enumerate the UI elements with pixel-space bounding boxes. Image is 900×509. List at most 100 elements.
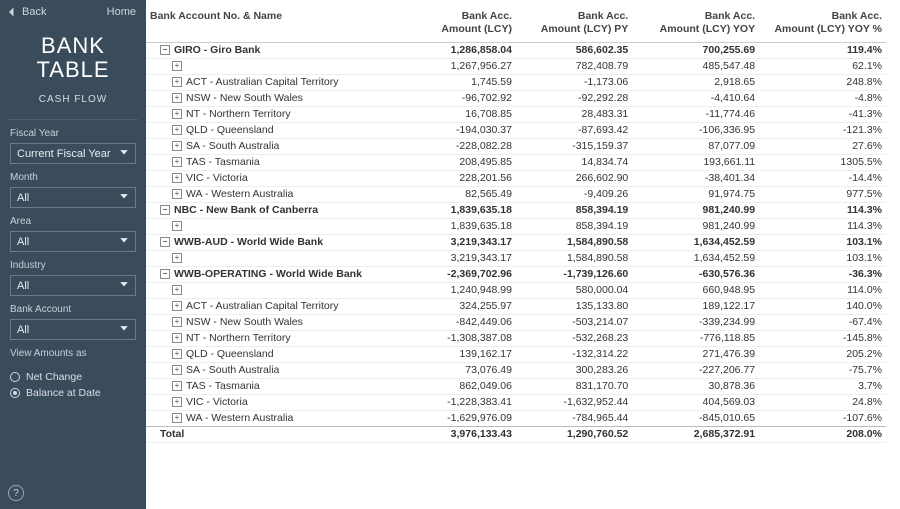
table-row: +WA - Western Australia-1,629,976.09-784… bbox=[146, 410, 886, 426]
row-name: NSW - New South Wales bbox=[186, 316, 303, 328]
help-button[interactable]: ? bbox=[8, 485, 24, 501]
back-button[interactable]: Back bbox=[6, 6, 46, 18]
cell: -11,774.46 bbox=[632, 106, 759, 122]
table-row: +ACT - Australian Capital Territory1,745… bbox=[146, 74, 886, 90]
row-name-cell: +ACT - Australian Capital Territory bbox=[146, 298, 400, 314]
view-radio-balance at date[interactable]: Balance at Date bbox=[10, 385, 136, 401]
filter-select-fiscal year[interactable]: Current Fiscal Year bbox=[10, 143, 136, 164]
cell: -4.8% bbox=[759, 90, 886, 106]
row-name-cell: + NSW - New South Wales bbox=[146, 314, 400, 330]
page-title: BANK TABLE bbox=[0, 22, 146, 84]
row-name: QLD - Queensland bbox=[186, 348, 274, 360]
expand-icon[interactable]: + bbox=[172, 61, 182, 71]
cell: 205.2% bbox=[759, 346, 886, 362]
cell: -1,228,383.41 bbox=[400, 394, 516, 410]
table-row: +3,219,343.171,584,890.581,634,452.59103… bbox=[146, 250, 886, 266]
cell: 28,483.31 bbox=[516, 106, 632, 122]
filter-select-industry[interactable]: All bbox=[10, 275, 136, 296]
col-header[interactable]: Bank Acc.Amount (LCY) YOY % bbox=[759, 8, 886, 42]
cell: 119.4% bbox=[759, 42, 886, 58]
row-name-cell: +ACT - Australian Capital Territory bbox=[146, 74, 400, 90]
collapse-icon[interactable]: − bbox=[160, 45, 170, 55]
col-header[interactable]: Bank Acc.Amount (LCY) YOY bbox=[632, 8, 759, 42]
expand-icon[interactable]: + bbox=[172, 93, 182, 103]
cell: -845,010.65 bbox=[632, 410, 759, 426]
expand-icon[interactable]: + bbox=[172, 413, 182, 423]
expand-icon[interactable]: + bbox=[172, 365, 182, 375]
cell: 782,408.79 bbox=[516, 58, 632, 74]
cell: 114.0% bbox=[759, 282, 886, 298]
cell: -9,409.26 bbox=[516, 186, 632, 202]
row-name-cell: + bbox=[146, 282, 400, 298]
filter-select-area[interactable]: All bbox=[10, 231, 136, 252]
row-name: WA - Western Australia bbox=[186, 188, 293, 200]
cell: 981,240.99 bbox=[632, 202, 759, 218]
table-row: +VIC - Victoria-1,228,383.41-1,632,952.4… bbox=[146, 394, 886, 410]
row-name: VIC - Victoria bbox=[186, 172, 248, 184]
chevron-down-icon bbox=[119, 279, 129, 292]
expand-icon[interactable]: + bbox=[172, 141, 182, 151]
cell: 1,240,948.99 bbox=[400, 282, 516, 298]
cell: 87,077.09 bbox=[632, 138, 759, 154]
expand-icon[interactable]: + bbox=[172, 189, 182, 199]
filter-value: All bbox=[17, 324, 29, 336]
expand-icon[interactable]: + bbox=[172, 301, 182, 311]
total-row: Total3,976,133.431,290,760.522,685,372.9… bbox=[146, 426, 886, 442]
row-name: WA - Western Australia bbox=[186, 412, 293, 424]
collapse-icon[interactable]: − bbox=[160, 237, 170, 247]
row-name-cell: + NSW - New South Wales bbox=[146, 90, 400, 106]
table-row: +NSW - New South Wales-96,702.92-92,292.… bbox=[146, 90, 886, 106]
table-row: + NT - Northern Territory 16,708.8528,483.… bbox=[146, 106, 886, 122]
table-row: +NT - Northern Territory-1,308,387.08-53… bbox=[146, 330, 886, 346]
col-header[interactable]: Bank Acc.Amount (LCY) PY bbox=[516, 8, 632, 42]
expand-icon[interactable]: + bbox=[172, 109, 182, 119]
expand-icon[interactable]: + bbox=[172, 333, 182, 343]
row-name-cell: +SA - South Australia bbox=[146, 138, 400, 154]
expand-icon[interactable]: + bbox=[172, 221, 182, 231]
bank-table: Bank Account No. & NameBank Acc.Amount (… bbox=[146, 8, 886, 443]
cell: -121.3% bbox=[759, 122, 886, 138]
row-name: VIC - Victoria bbox=[186, 396, 248, 408]
home-link[interactable]: Home bbox=[107, 6, 136, 18]
cell: -67.4% bbox=[759, 314, 886, 330]
back-label: Back bbox=[22, 6, 46, 18]
collapse-icon[interactable]: − bbox=[160, 269, 170, 279]
cell: 62.1% bbox=[759, 58, 886, 74]
row-name-cell: + VIC - Victoria bbox=[146, 170, 400, 186]
view-radio-net change[interactable]: Net Change bbox=[10, 369, 136, 385]
table-row: +1,839,635.18858,394.19981,240.99114.3% bbox=[146, 218, 886, 234]
cell: 16,708.85 bbox=[400, 106, 516, 122]
section-row: −NBC - New Bank of Canberra1,839,635.188… bbox=[146, 202, 886, 218]
row-name: TAS - Tasmania bbox=[186, 156, 260, 168]
table-row: +NSW - New South Wales-842,449.06-503,21… bbox=[146, 314, 886, 330]
expand-icon[interactable]: + bbox=[172, 397, 182, 407]
cell: -227,206.77 bbox=[632, 362, 759, 378]
row-name-cell: + QLD - Queensland bbox=[146, 346, 400, 362]
expand-icon[interactable]: + bbox=[172, 173, 182, 183]
cell: -14.4% bbox=[759, 170, 886, 186]
col-header[interactable]: Bank Acc.Amount (LCY) bbox=[400, 8, 516, 42]
filter-select-month[interactable]: All bbox=[10, 187, 136, 208]
row-name-cell: −GIRO - Giro Bank bbox=[146, 42, 400, 58]
col-header[interactable]: Bank Account No. & Name bbox=[146, 8, 400, 42]
cell: 1,290,760.52 bbox=[516, 426, 632, 442]
filter-select-bank account[interactable]: All bbox=[10, 319, 136, 340]
expand-icon[interactable]: + bbox=[172, 381, 182, 391]
table-row: +TAS - Tasmania208,495.8514,834.74193,66… bbox=[146, 154, 886, 170]
expand-icon[interactable]: + bbox=[172, 349, 182, 359]
expand-icon[interactable]: + bbox=[172, 125, 182, 135]
expand-icon[interactable]: + bbox=[172, 77, 182, 87]
row-name-cell: + bbox=[146, 218, 400, 234]
expand-icon[interactable]: + bbox=[172, 253, 182, 263]
expand-icon[interactable]: + bbox=[172, 317, 182, 327]
collapse-icon[interactable]: − bbox=[160, 205, 170, 215]
cell: 485,547.48 bbox=[632, 58, 759, 74]
row-name: NT - Northern Territory bbox=[186, 108, 291, 120]
expand-icon[interactable]: + bbox=[172, 285, 182, 295]
filter-label: Bank Account bbox=[10, 304, 136, 315]
row-name: NSW - New South Wales bbox=[186, 92, 303, 104]
row-name: TAS - Tasmania bbox=[186, 380, 260, 392]
row-name: NBC - New Bank of Canberra bbox=[174, 204, 318, 216]
expand-icon[interactable]: + bbox=[172, 157, 182, 167]
row-name-cell: + WA - Western Australia bbox=[146, 410, 400, 426]
